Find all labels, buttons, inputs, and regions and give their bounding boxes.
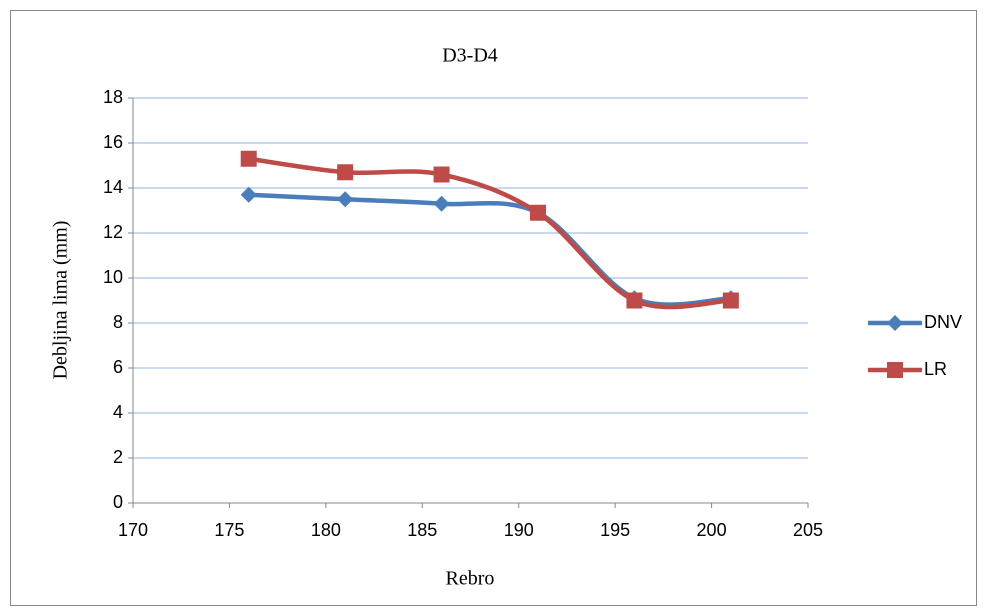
y-tick-label: 6 [113, 357, 123, 377]
y-tick-label: 2 [113, 447, 123, 467]
legend-marker [887, 362, 903, 378]
data-point [433, 166, 450, 183]
x-tick-label: 195 [600, 520, 630, 540]
chart-border [10, 10, 977, 606]
x-tick-label: 190 [504, 520, 534, 540]
y-tick-label: 16 [103, 132, 123, 152]
y-axis-label: Debljina lima (mm) [50, 221, 72, 380]
data-point [337, 164, 354, 181]
y-tick-label: 0 [113, 492, 123, 512]
data-point [240, 150, 257, 167]
y-tick-label: 12 [103, 222, 123, 242]
x-tick-label: 175 [214, 520, 244, 540]
data-point [530, 204, 546, 221]
x-tick-label: 205 [793, 520, 823, 540]
legend-marker [887, 315, 903, 331]
x-tick-label: 180 [311, 520, 341, 540]
x-tick-label: 170 [118, 520, 148, 540]
chart-title: D3-D4 [442, 45, 498, 67]
x-axis-label: Rebro [446, 568, 495, 590]
data-point [626, 292, 643, 309]
y-tick-label: 14 [103, 177, 123, 197]
y-tick-label: 8 [113, 312, 123, 332]
y-tick-label: 10 [103, 267, 123, 287]
data-point [722, 292, 739, 309]
legend-label: DNV [924, 312, 962, 332]
data-point [433, 195, 450, 212]
legend-label: LR [924, 359, 947, 379]
y-tick-label: 18 [103, 87, 123, 107]
x-tick-label: 185 [407, 520, 437, 540]
y-tick-label: 4 [113, 402, 123, 422]
x-tick-label: 200 [697, 520, 727, 540]
data-point [337, 191, 354, 208]
data-point [240, 186, 257, 203]
